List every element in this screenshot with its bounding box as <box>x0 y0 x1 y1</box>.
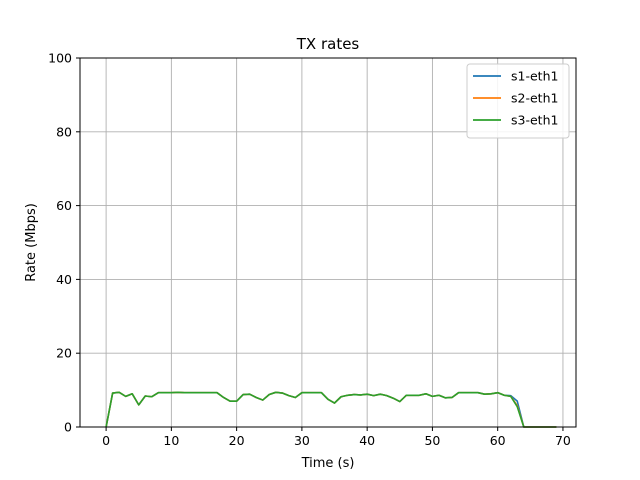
y-tick-label: 20 <box>56 346 72 361</box>
series-layer <box>105 391 557 428</box>
x-tick-label: 50 <box>424 433 440 448</box>
x-tick-label: 20 <box>229 433 245 448</box>
y-tick-label: 0 <box>64 420 72 435</box>
ticks-layer: 0 10 20 30 40 50 60 70 0 20 40 60 80 100 <box>48 51 571 449</box>
legend-label: s1-eth1 <box>511 69 558 84</box>
x-tick-label: 40 <box>359 433 375 448</box>
legend-label: s3-eth1 <box>511 113 558 128</box>
y-tick-label: 80 <box>56 124 72 139</box>
series-line-s3-eth1 <box>105 391 557 428</box>
legend: s1-eth1 s2-eth1 s3-eth1 <box>466 63 570 139</box>
x-tick-label: 10 <box>163 433 179 448</box>
y-tick-label: 100 <box>48 51 72 66</box>
plot-area-frame <box>79 57 577 428</box>
legend-label: s2-eth1 <box>511 91 558 106</box>
x-axis-title: Time (s) <box>301 456 355 471</box>
y-axis-title: Rate (Mbps) <box>24 203 39 282</box>
x-tick-label: 70 <box>555 433 571 448</box>
y-tick-label: 60 <box>56 198 72 213</box>
x-tick-label: 30 <box>294 433 310 448</box>
y-tick-label: 40 <box>56 272 72 287</box>
x-tick-label: 0 <box>102 433 110 448</box>
chart-title: TX rates <box>296 35 360 53</box>
x-tick-label: 60 <box>490 433 506 448</box>
